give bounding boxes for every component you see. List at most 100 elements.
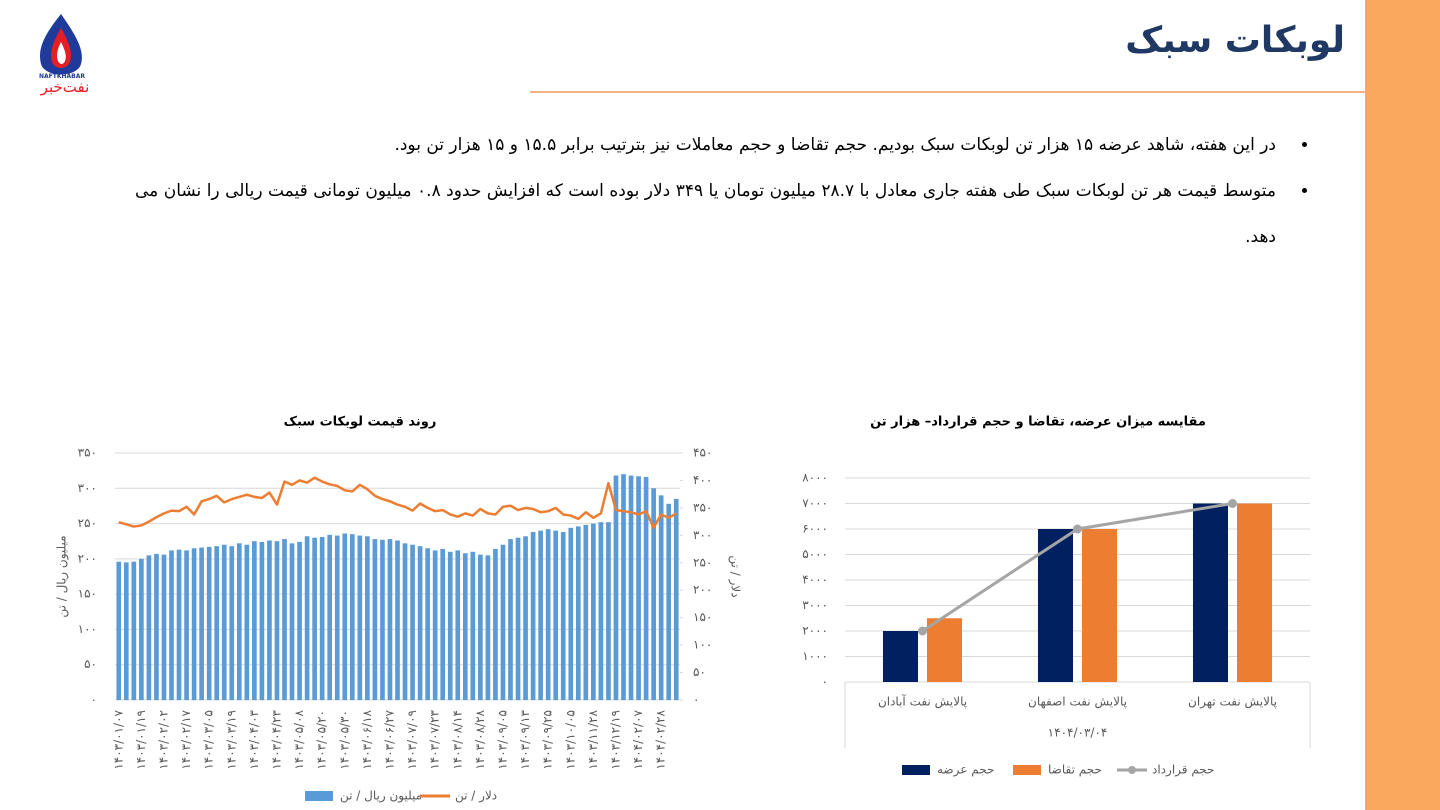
y-axis-title: میلیون ریال / تن [55,535,70,617]
bar [176,549,182,700]
bar [199,547,204,700]
x-tick-label: ۱۴۰۳/۰۵/۰۸ [292,709,306,769]
bar [139,558,144,700]
bar [395,540,400,700]
y2-tick-label: ۲۵۰ [693,555,712,569]
bar [191,548,197,700]
bar [229,546,235,700]
x-tick-label: ۱۴۰۳/۰۵/۳۰ [337,710,351,770]
line-marker [918,626,927,636]
x-tick-label: ۱۴۰۳/۰۳/۱۹ [224,710,238,770]
bar [334,535,340,700]
chart-title: روند قیمت لوبکات سبک [284,415,437,430]
bar [319,536,325,700]
y2-tick-label: ۴۵۰ [693,446,712,460]
bar [432,550,438,700]
bar [636,476,641,700]
bar [1236,503,1273,682]
y2-tick-label: ۳۰۰ [693,528,712,542]
x-tick-label: ۱۴۰۳/۰۲/۱۷ [179,709,193,769]
bar [327,534,333,700]
bar [274,541,280,700]
bar [297,541,302,700]
bar [621,474,626,700]
x-tick-label: ۱۴۰۳/۰۲/۰۲ [156,710,170,770]
y2-tick-label: ۲۰۰ [693,583,712,597]
bar [470,551,476,700]
chart-title: مقایسه میزان عرضه، تقاضا و حجم قرارداد– … [870,415,1206,430]
y-tick-label: ۰ [91,693,97,707]
bar [169,550,174,700]
x-tick-label: ۱۴۰۳/۰۵/۲۰ [315,710,329,770]
bar [462,553,468,700]
y2-tick-label: ۴۰۰ [693,473,712,487]
line [921,502,1233,633]
bar [267,540,272,700]
bar [440,548,446,700]
y-tick-label: ۸۰۰۰ [802,471,828,485]
logo-text-fa: نفت‌خبر [40,78,90,96]
y-tick-label: ۲۰۰۰ [802,624,828,638]
bar [417,546,423,700]
bar [1192,503,1229,682]
bar [131,561,137,700]
bar [553,530,559,700]
bar [342,533,348,700]
bar [628,475,634,700]
x-tick-label: ۱۴۰۳/۰۹/۱۳ [518,709,532,769]
x-tick-label: ۱۴۰۳/۰۱/۰۷ [111,709,125,769]
x-tick-label: پالایش نفت تهران [1188,695,1277,710]
bar [380,539,385,700]
bar [244,544,250,700]
legend-label: حجم تقاضا [1048,763,1102,777]
x-tick-label: ۱۴۰۳/۰۷/۰۹ [405,710,419,770]
y-tick-label: ۲۰۰ [78,551,97,565]
y-tick-label: ۴۰۰۰ [802,573,828,587]
y-tick-label: ۵۰۰۰ [802,547,828,561]
bar [154,553,159,700]
legend-swatch [305,791,333,801]
legend-marker [1128,766,1136,774]
bar [613,475,619,700]
line-marker [1228,499,1237,508]
legend-label: دلار / تن [455,789,497,804]
bar [184,550,189,700]
bullet: متوسط قیمت هر تن لوبکات سبک طی هفته جاری… [135,168,1290,260]
bar [1037,529,1074,682]
y-tick-label: ۰ [822,675,828,689]
bar [478,554,483,700]
x-tick-label: ۱۴۰۳/۱۰/۰۵ [563,710,577,770]
y2-tick-label: ۳۵۰ [693,500,712,514]
bar [583,524,589,700]
x-tick-label: ۱۴۰۳/۰۷/۲۳ [428,709,442,769]
bar [530,532,536,700]
x-tick-label: ۱۴۰۳/۰۴/۰۳ [247,709,261,769]
y-tick-label: ۳۵۰ [78,446,97,460]
bar [538,530,543,700]
legend-swatch [902,765,930,775]
bar [606,522,611,700]
x-tick-label: ۱۴۰۳/۰۹/۰۵ [495,710,509,770]
bar [357,535,363,700]
y-tick-label: ۳۰۰۰ [802,598,828,612]
bar [312,537,317,700]
y2-tick-label: ۵۰ [693,665,706,679]
bar [304,536,310,700]
y-tick-label: ۱۰۰۰ [802,649,828,663]
logo-text-en: NAFTKHABAR [39,73,85,80]
y2-tick-label: ۱۵۰ [693,610,712,624]
bar [666,503,672,700]
bar [643,476,649,700]
bar [214,546,220,700]
legend-label: حجم عرضه [937,763,994,778]
x-tick-label: ۱۴۰۳/۱۱/۲۸ [586,709,600,769]
bar [349,534,355,700]
x-tick-label: ۱۴۰۳/۰۴/۲۳ [269,709,283,769]
bar [673,498,679,700]
bar [575,526,581,700]
bar [485,555,491,700]
y-tick-label: ۱۵۰ [78,587,97,601]
x-tick-label: ۱۴۰۴/۰۲/۲۸ [654,709,668,769]
y-tick-label: ۷۰۰۰ [802,496,828,510]
bullet: در این هفته، شاهد عرضه ۱۵ هزار تن لوبکات… [135,122,1290,168]
